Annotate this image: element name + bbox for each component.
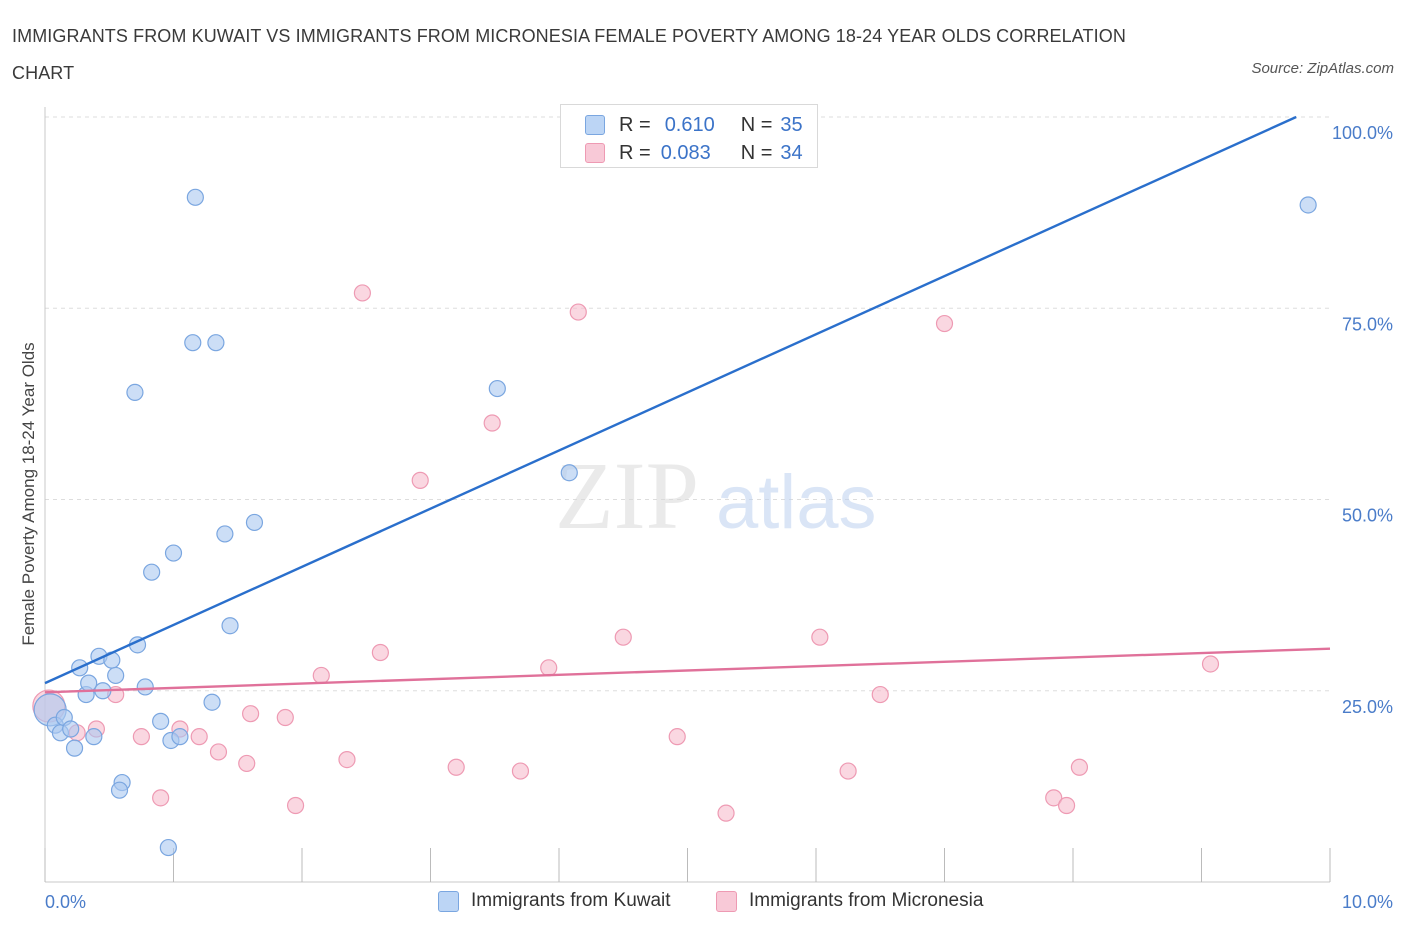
chart-title: IMMIGRANTS FROM KUWAIT VS IMMIGRANTS FRO… (12, 26, 1126, 83)
kuwait-point (216, 525, 234, 543)
y-tick-label: 75.0% (1342, 314, 1393, 334)
micronesia-point (353, 284, 371, 302)
micronesia-point (190, 728, 208, 746)
tick-labels: 25.0% 50.0% 75.0% 100.0% 0.0% 10.0% (45, 123, 1393, 912)
legend-n-value: 35 (780, 113, 803, 136)
legend-swatch-micronesia (585, 143, 605, 163)
micronesia-point (839, 762, 857, 780)
kuwait-point (85, 728, 103, 746)
kuwait-point (62, 720, 80, 738)
legend-r-label: R = (619, 141, 651, 164)
series-micronesia-points (32, 284, 1220, 822)
micronesia-point (935, 314, 954, 333)
kuwait-point (203, 693, 221, 711)
x-tick-label: 10.0% (1342, 892, 1393, 912)
micronesia-point (209, 743, 228, 761)
micronesia-point (540, 659, 558, 677)
legend-swatch-kuwait (585, 115, 605, 135)
micronesia-point (569, 303, 587, 321)
y-tick-label: 100.0% (1332, 123, 1393, 143)
bottom-legend-swatch-micronesia (716, 890, 737, 912)
kuwait-point (80, 674, 98, 692)
kuwait-point (245, 513, 264, 532)
bottom-legend-micronesia: Immigrants from Micronesia (716, 888, 983, 914)
kuwait-point (186, 188, 204, 206)
micronesia-point (511, 762, 530, 780)
micronesia-point (312, 666, 330, 685)
micronesia-point (614, 628, 632, 646)
micronesia-point (242, 705, 260, 723)
micronesia-trend-line (44, 647, 1331, 694)
kuwait-point (184, 334, 202, 352)
bottom-legend-swatch-kuwait (438, 890, 459, 912)
bottom-legend-label-kuwait: Immigrants from Kuwait (471, 890, 671, 911)
bottom-legend-label-micronesia: Immigrants from Micronesia (749, 890, 984, 911)
legend-r-value: 0.610 (664, 113, 715, 136)
series-kuwait-points (33, 188, 1317, 857)
micronesia-point (483, 414, 501, 432)
micronesia-point (811, 628, 829, 646)
legend-row-kuwait: R = 0.610 N = 35 (585, 111, 803, 139)
micronesia-point (132, 728, 150, 746)
kuwait-point (560, 464, 578, 482)
micronesia-point (276, 708, 294, 727)
micronesia-point (1045, 789, 1063, 807)
kuwait-point (107, 666, 125, 685)
micronesia-point (371, 643, 389, 662)
micronesia-point (411, 471, 429, 489)
y-axis-label: Female Poverty Among 18-24 Year Olds (19, 342, 38, 645)
kuwait-point (136, 678, 154, 696)
legend-box: R = 0.610 N = 35 R = 0.083 N = 34 (560, 104, 818, 168)
kuwait-point (1299, 196, 1317, 214)
kuwait-point (164, 544, 183, 562)
y-tick-label: 50.0% (1342, 506, 1393, 526)
kuwait-point (110, 781, 129, 799)
micronesia-point (152, 789, 170, 807)
micronesia-point (1070, 758, 1089, 776)
kuwait-point (159, 838, 177, 857)
micronesia-point (286, 796, 305, 815)
legend-row-micronesia: R = 0.083 N = 34 (585, 139, 803, 167)
micronesia-point (1201, 655, 1220, 673)
kuwait-point (143, 563, 161, 581)
x-tick-label: 0.0% (45, 892, 86, 912)
micronesia-point (1057, 796, 1076, 815)
bottom-legend-kuwait: Immigrants from Kuwait (438, 888, 671, 914)
micronesia-point (871, 685, 889, 704)
kuwait-point (171, 728, 189, 746)
kuwait-point (488, 379, 506, 398)
watermark: ZIP atlas (555, 442, 877, 549)
y-tick-label: 25.0% (1342, 697, 1393, 717)
legend-r-value: 0.083 (660, 141, 711, 164)
legend-r-label: R = (619, 113, 651, 136)
kuwait-point (65, 739, 84, 757)
micronesia-point (668, 728, 686, 746)
micronesia-point (338, 750, 356, 769)
trend-lines (44, 115, 1331, 694)
legend-n-value: 34 (780, 141, 803, 164)
axes (44, 107, 1331, 883)
micronesia-point (447, 758, 465, 776)
legend-n-label: N = (740, 113, 773, 136)
kuwait-trend-line (44, 115, 1297, 685)
kuwait-point (152, 712, 170, 730)
watermark-atlas: atlas (716, 460, 877, 545)
micronesia-point (717, 804, 735, 822)
kuwait-point (126, 383, 144, 401)
grid-lines (45, 116, 1330, 692)
chart-source: Source: ZipAtlas.com (1251, 60, 1394, 77)
kuwait-point (221, 617, 239, 635)
kuwait-point (207, 334, 225, 352)
legend-n-label: N = (740, 141, 773, 164)
micronesia-point (238, 754, 256, 773)
watermark-zip: ZIP (555, 442, 699, 549)
